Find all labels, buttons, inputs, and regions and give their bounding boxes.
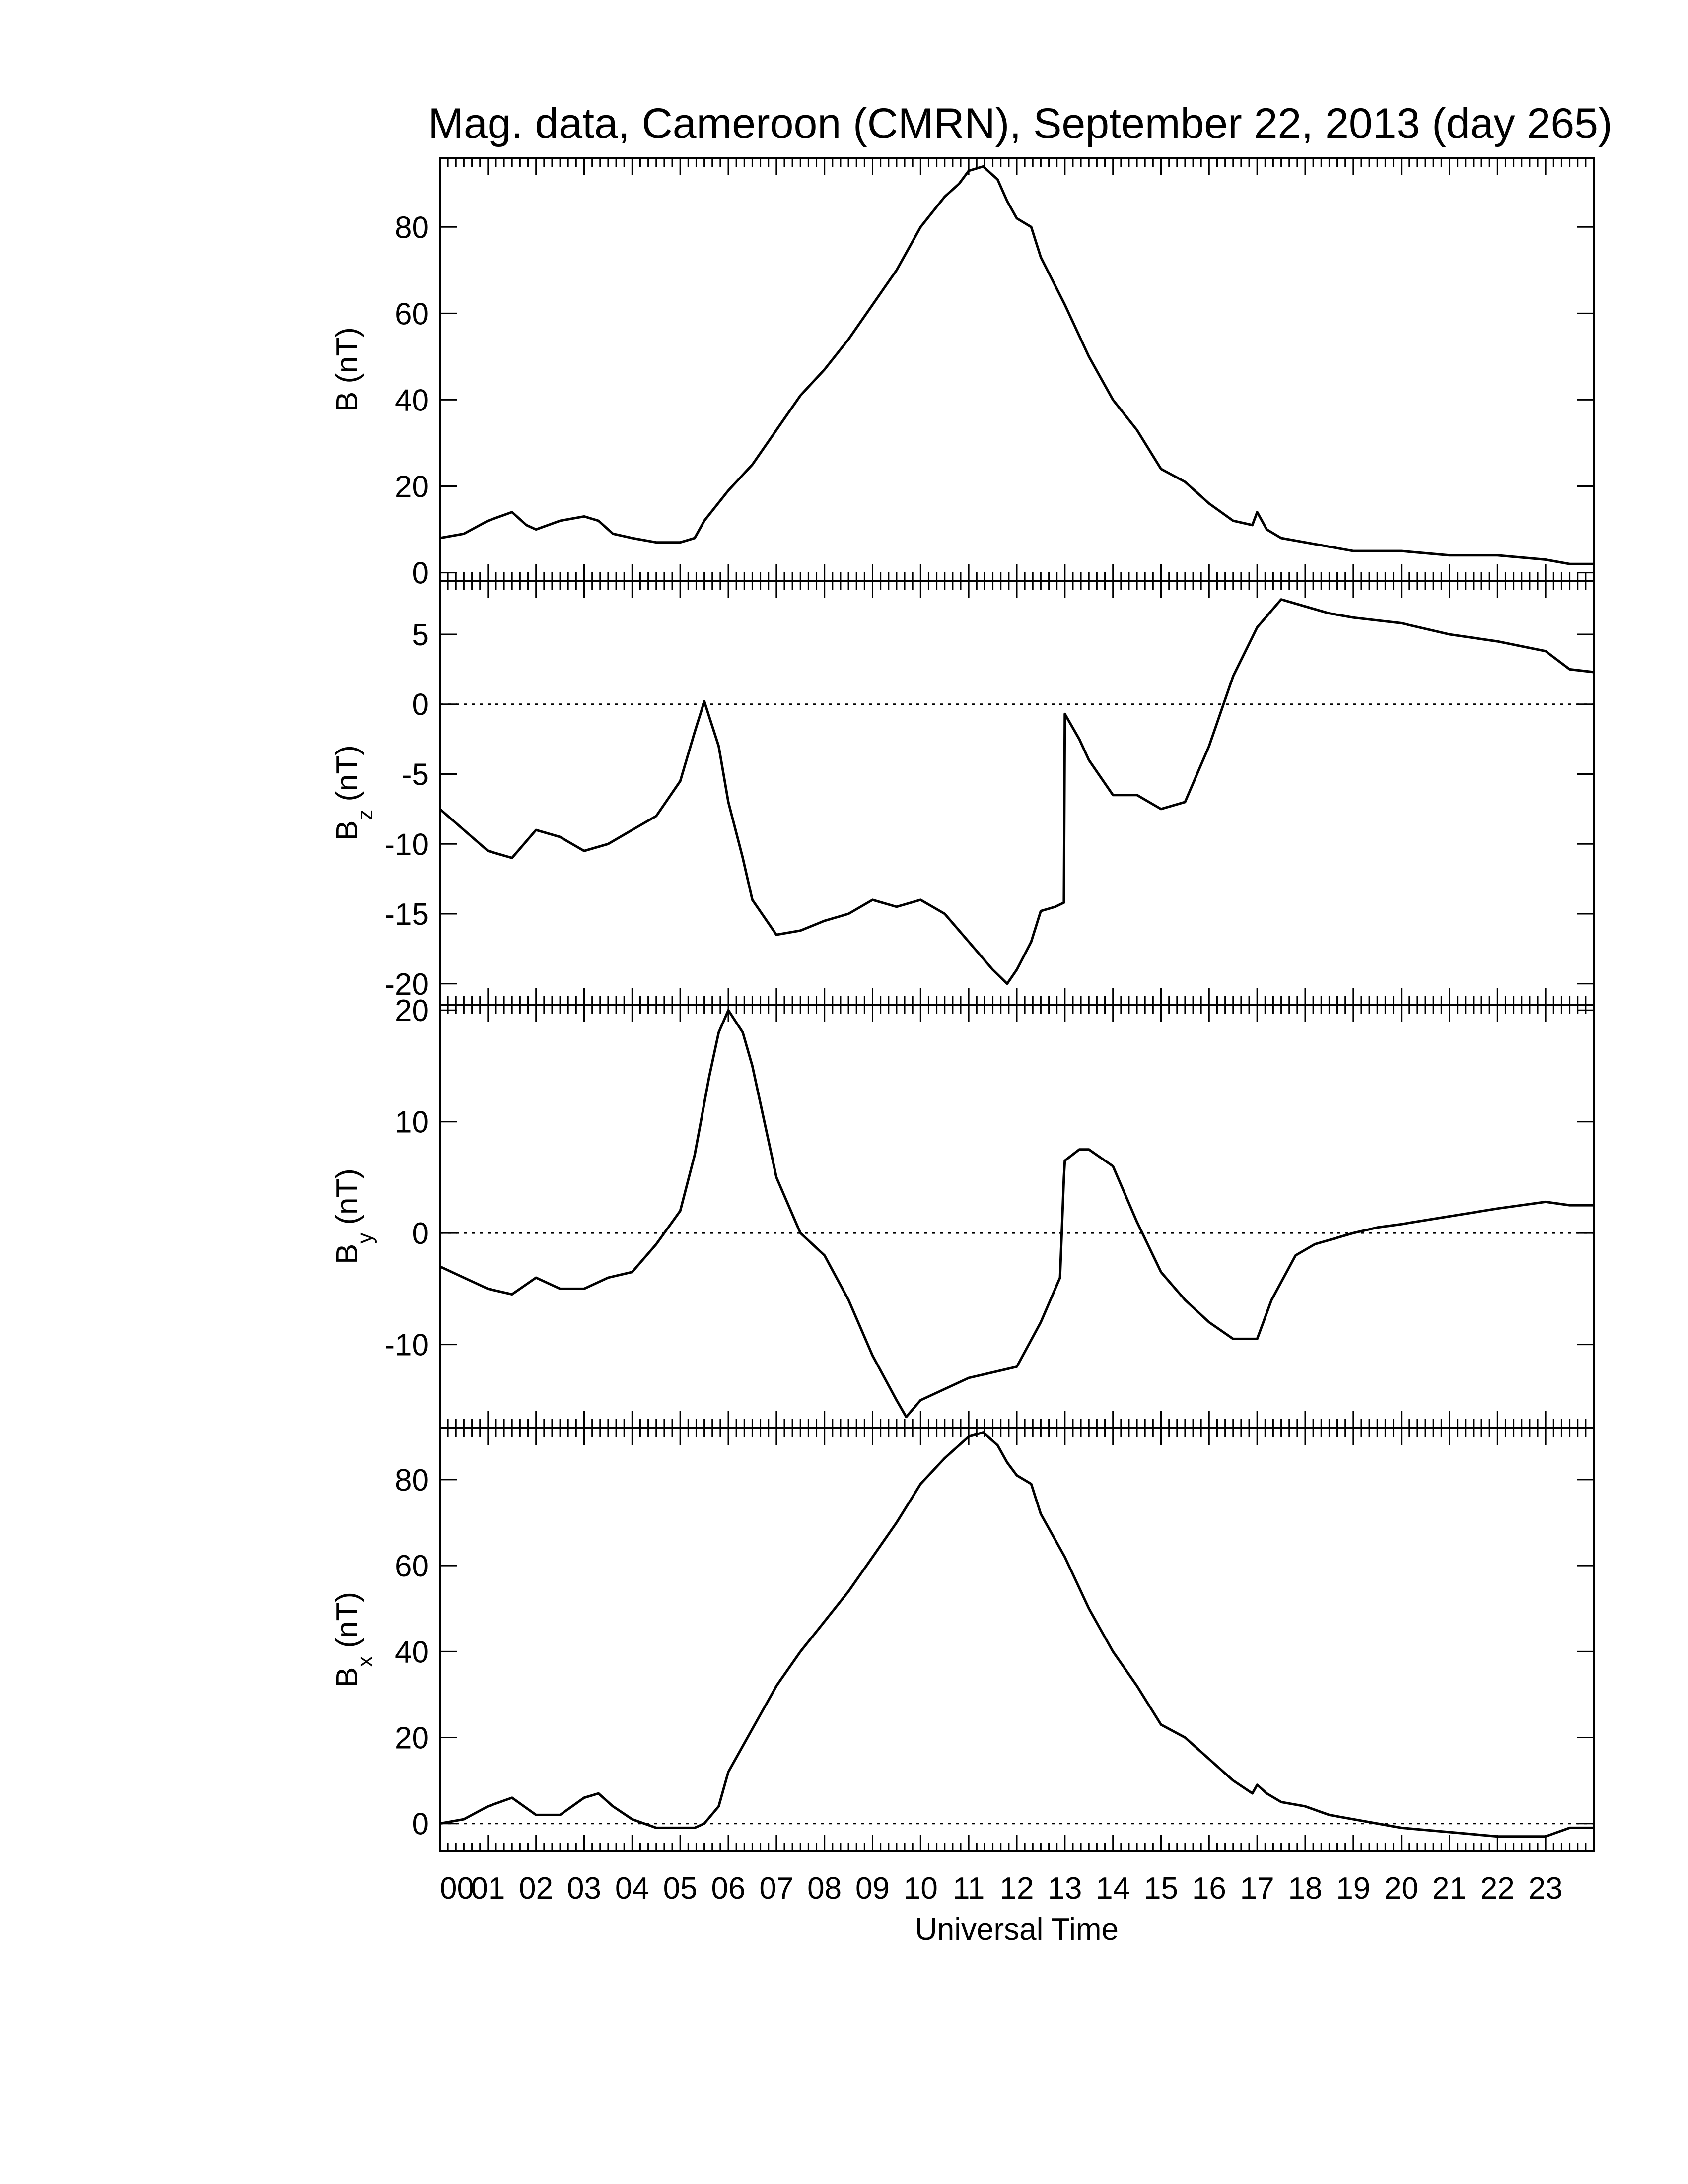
y-axis-label: Bx (nT) bbox=[330, 1592, 377, 1688]
y-label-unit: (nT) bbox=[330, 1168, 364, 1225]
y-tick-label: 20 bbox=[395, 1721, 429, 1756]
x-tick-label: 03 bbox=[567, 1871, 601, 1906]
y-label-main: B bbox=[330, 392, 364, 412]
y-axis-label: B (nT) bbox=[330, 327, 364, 412]
panel-frame bbox=[439, 1427, 1595, 1852]
panel-B: 0 20 40 60 80 B (nT) bbox=[330, 157, 1595, 591]
y-tick-label: 0 bbox=[412, 556, 429, 591]
panel-frame bbox=[439, 580, 1595, 1006]
x-tick-label: 22 bbox=[1480, 1871, 1515, 1906]
x-tick-label: 05 bbox=[663, 1871, 698, 1906]
x-tick-label: 07 bbox=[759, 1871, 793, 1906]
y-label-subscript: y bbox=[353, 1233, 377, 1244]
y-label-main: B bbox=[330, 820, 364, 841]
y-tick-label: 20 bbox=[395, 994, 429, 1028]
x-tick-label: 01 bbox=[471, 1871, 505, 1906]
x-tick-label: 14 bbox=[1096, 1871, 1130, 1906]
x-tick-label: 16 bbox=[1192, 1871, 1226, 1906]
y-label-main: B bbox=[330, 1667, 364, 1688]
y-tick-label: -15 bbox=[384, 897, 429, 932]
series-line-Bz bbox=[439, 598, 1594, 985]
series-line-Bx bbox=[439, 1431, 1594, 1838]
series-line-By bbox=[439, 1009, 1594, 1419]
panel-frame bbox=[439, 157, 1595, 582]
x-tick-label: 20 bbox=[1384, 1871, 1418, 1906]
x-tick-label: 11 bbox=[953, 1871, 985, 1906]
x-tick-label: 00 bbox=[440, 1871, 474, 1906]
panel-By: 20 10 0 -10 By (nT) bbox=[330, 994, 1595, 1429]
x-tick-label: 15 bbox=[1144, 1871, 1178, 1906]
x-tick-label: 17 bbox=[1240, 1871, 1274, 1906]
x-tick-label: 21 bbox=[1432, 1871, 1467, 1906]
x-tick-label: 02 bbox=[519, 1871, 553, 1906]
y-tick-label: 80 bbox=[395, 1463, 429, 1498]
x-tick-label: 10 bbox=[904, 1871, 938, 1906]
y-tick-label: -20 bbox=[384, 967, 429, 1002]
y-tick-label: 5 bbox=[412, 618, 429, 652]
x-tick-label: 09 bbox=[855, 1871, 890, 1906]
x-tick-label: 12 bbox=[1000, 1871, 1034, 1906]
y-label-main: B bbox=[330, 1244, 364, 1264]
x-tick-label: 04 bbox=[615, 1871, 649, 1906]
y-tick-label: -10 bbox=[384, 1328, 429, 1363]
x-tick-label: 06 bbox=[711, 1871, 746, 1906]
panel-Bz: 5 0 -5 -10 -15 -20 Bz (nT) bbox=[330, 580, 1595, 1006]
y-label-subscript: z bbox=[353, 810, 377, 820]
y-tick-label: 10 bbox=[395, 1105, 429, 1140]
x-tick-label: 23 bbox=[1529, 1871, 1563, 1906]
x-axis-label: Universal Time bbox=[915, 1912, 1119, 1947]
y-tick-label: 60 bbox=[395, 1549, 429, 1583]
y-tick-label: 60 bbox=[395, 297, 429, 331]
panels-group: 0 20 40 60 80 B (nT) 5 0 -5 -10 -15 -20 Bz (nT) 20 10 0 -1… bbox=[330, 157, 1595, 1852]
y-label-unit: (nT) bbox=[330, 327, 364, 384]
x-tick-label: 13 bbox=[1048, 1871, 1082, 1906]
x-tick-label: 19 bbox=[1336, 1871, 1370, 1906]
y-tick-label: 40 bbox=[395, 1635, 429, 1669]
chart-title: Mag. data, Cameroon (CMRN), September 22… bbox=[428, 100, 1612, 147]
y-tick-label: 40 bbox=[395, 383, 429, 417]
x-tick-label: 18 bbox=[1288, 1871, 1323, 1906]
y-tick-label: 80 bbox=[395, 210, 429, 245]
y-tick-label: -10 bbox=[384, 827, 429, 862]
x-tick-label: 08 bbox=[807, 1871, 842, 1906]
y-label-unit: (nT) bbox=[330, 745, 364, 802]
y-tick-label: 0 bbox=[412, 1217, 429, 1251]
y-tick-label: 0 bbox=[412, 1807, 429, 1842]
panel-Bx: 0 20 40 60 80 Bx (nT) bbox=[330, 1427, 1595, 1852]
y-tick-label: -5 bbox=[402, 757, 429, 792]
series-line-B bbox=[439, 165, 1594, 565]
y-tick-label: 0 bbox=[412, 688, 429, 722]
y-tick-label: 20 bbox=[395, 470, 429, 504]
y-label-subscript: x bbox=[353, 1656, 377, 1667]
y-axis-label: By (nT) bbox=[330, 1168, 377, 1264]
y-label-unit: (nT) bbox=[330, 1592, 364, 1648]
y-axis-label: Bz (nT) bbox=[330, 745, 377, 841]
